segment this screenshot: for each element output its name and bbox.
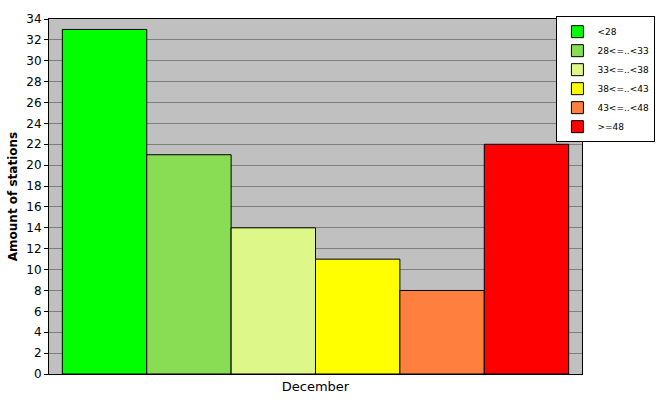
svg-text:38<=..<43: 38<=..<43 xyxy=(597,84,648,94)
svg-text:2: 2 xyxy=(34,346,42,360)
svg-text:30: 30 xyxy=(26,54,41,68)
svg-text:20: 20 xyxy=(26,158,41,172)
svg-text:33<=..<38: 33<=..<38 xyxy=(597,65,649,75)
svg-text:10: 10 xyxy=(26,263,41,277)
svg-text:24: 24 xyxy=(26,117,41,131)
svg-text:34: 34 xyxy=(26,12,41,26)
svg-text:22: 22 xyxy=(26,137,41,151)
svg-text:6: 6 xyxy=(34,305,42,319)
svg-text:<28: <28 xyxy=(597,27,616,37)
svg-text:16: 16 xyxy=(26,200,41,214)
svg-text:Amount of stations: Amount of stations xyxy=(6,132,20,261)
svg-text:12: 12 xyxy=(26,242,41,256)
svg-text:28<=..<33: 28<=..<33 xyxy=(597,46,648,56)
svg-text:8: 8 xyxy=(34,284,42,298)
svg-text:0: 0 xyxy=(34,367,42,381)
svg-text:>=48: >=48 xyxy=(597,122,624,132)
svg-text:14: 14 xyxy=(26,221,41,235)
svg-text:18: 18 xyxy=(26,179,41,193)
svg-text:32: 32 xyxy=(26,33,41,47)
svg-text:26: 26 xyxy=(26,96,41,110)
svg-text:December: December xyxy=(282,379,350,394)
svg-text:28: 28 xyxy=(26,75,41,89)
svg-text:43<=..<48: 43<=..<48 xyxy=(597,103,649,113)
svg-text:4: 4 xyxy=(34,325,42,339)
